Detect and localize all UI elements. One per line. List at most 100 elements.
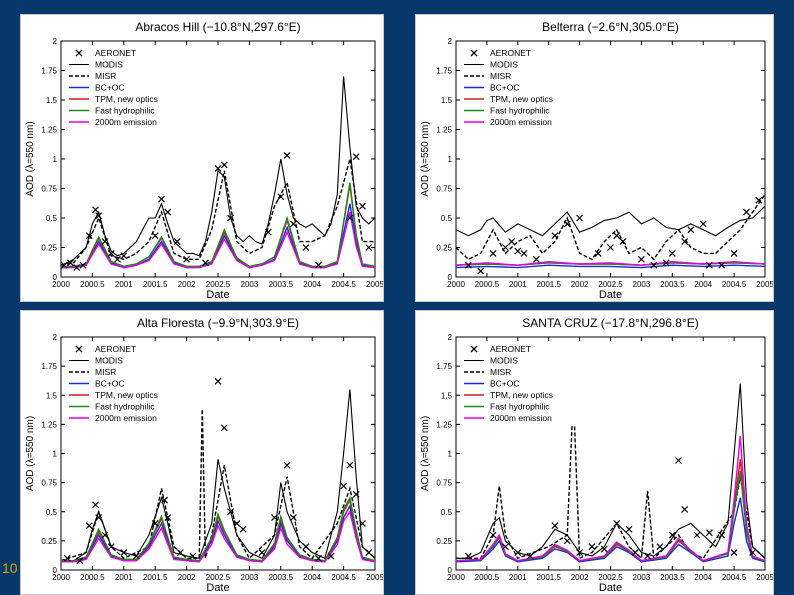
aeronet-point bbox=[76, 557, 84, 565]
x-tick-label: 2000 bbox=[447, 573, 465, 582]
aeronet-point bbox=[85, 232, 93, 240]
legend-label: 2000m emission bbox=[490, 413, 552, 423]
series-line-fast-hydrophilic bbox=[61, 182, 376, 268]
x-tick-label: 2004 bbox=[694, 280, 712, 289]
aeronet-point bbox=[464, 552, 472, 560]
aeronet-point bbox=[650, 261, 658, 269]
series-line-2000m-emission bbox=[455, 260, 766, 266]
legend-label: AERONET bbox=[95, 344, 136, 354]
aeronet-point bbox=[681, 505, 689, 513]
aeronet-point bbox=[693, 531, 701, 539]
aeronet-point bbox=[92, 206, 99, 214]
y-tick-label: 2 bbox=[53, 333, 58, 342]
aeronet-point bbox=[315, 261, 322, 269]
aeronet-point bbox=[161, 496, 169, 504]
aeronet-point bbox=[220, 161, 228, 169]
x-tick-label: 2000.5 bbox=[80, 280, 105, 289]
x-tick-label: 2003 bbox=[241, 280, 259, 289]
y-tick-label: 1.25 bbox=[436, 420, 452, 429]
aeronet-point bbox=[107, 249, 115, 257]
aeronet-point bbox=[365, 549, 373, 556]
series-line-misr bbox=[60, 409, 376, 562]
y-tick-label: 0.5 bbox=[46, 508, 58, 517]
series-line-bc-oc bbox=[455, 264, 766, 269]
legend-label: Fast hydrophilic bbox=[95, 402, 155, 412]
legend-label: 2000m emission bbox=[95, 117, 157, 127]
aeronet-point bbox=[718, 261, 726, 269]
legend-label: AERONET bbox=[490, 344, 531, 354]
legend-swatch-aeronet bbox=[75, 345, 83, 353]
aeronet-point bbox=[120, 549, 128, 556]
aeronet-point bbox=[359, 202, 366, 210]
legend-label: BC+OC bbox=[95, 83, 125, 93]
x-tick-label: 2004 bbox=[303, 573, 321, 582]
aeronet-point bbox=[220, 424, 228, 432]
aeronet-point bbox=[743, 208, 750, 216]
y-tick-label: 2 bbox=[448, 333, 453, 342]
aeronet-point bbox=[92, 501, 99, 509]
aeronet-point bbox=[730, 249, 738, 257]
aeronet-point bbox=[164, 514, 172, 521]
aeronet-point bbox=[508, 238, 516, 246]
chart-title: Abracos Hill (−10.8°N,297.6°E) bbox=[135, 20, 300, 34]
aeronet-point bbox=[588, 543, 596, 551]
y-tick-label: 0.5 bbox=[46, 214, 58, 223]
chart-svg-abracos-hill: Abracos Hill (−10.8°N,297.6°E) 0 0.25 0.5 0.… bbox=[25, 20, 383, 301]
aeronet-point bbox=[705, 529, 713, 537]
aeronet-point bbox=[158, 195, 165, 203]
legend-label: MISR bbox=[95, 367, 116, 377]
x-tick-label: 2000 bbox=[52, 573, 70, 582]
aeronet-point bbox=[289, 514, 297, 521]
legend-label: 2000m emission bbox=[95, 413, 157, 423]
y-tick-label: 1.5 bbox=[441, 96, 453, 105]
aeronet-point bbox=[302, 543, 310, 551]
chart-panel-santa-cruz: SANTA CRUZ (−17.8°N,296.8°E) 0 0.25 0.5 0.75… bbox=[415, 310, 774, 595]
aeronet-point bbox=[675, 457, 682, 464]
aeronet-point bbox=[63, 554, 71, 562]
y-tick-label: 1.5 bbox=[46, 391, 58, 400]
aeronet-point bbox=[600, 545, 608, 553]
x-tick-label: 2001 bbox=[509, 280, 527, 289]
series-line-misr bbox=[455, 193, 766, 261]
aeronet-point bbox=[520, 249, 528, 257]
aeronet-point bbox=[173, 238, 181, 246]
aeronet-point bbox=[60, 261, 68, 269]
x-tick-label: 2001.5 bbox=[143, 573, 168, 582]
series-line-misr bbox=[60, 158, 375, 266]
x-tick-label: 2003 bbox=[633, 573, 651, 582]
chart-panel-alta-floresta: Alta Floresta (−9.9°N,303.9°E) 0 0.25 0.5 0.… bbox=[20, 310, 384, 595]
aeronet-point bbox=[365, 244, 373, 251]
aeronet-point bbox=[283, 461, 291, 469]
aeronet-point bbox=[239, 525, 247, 533]
y-axis-label: AOD (λ=550 nm) bbox=[25, 121, 36, 196]
chart-panel-belterra: Belterra (−2.6°N,305.0°E) 0 0.25 0.5 0.75 1 1.… bbox=[415, 14, 774, 302]
aeronet-point bbox=[668, 249, 676, 257]
y-tick-label: 1 bbox=[448, 450, 453, 459]
y-tick-label: 0 bbox=[448, 566, 453, 575]
y-tick-label: 2 bbox=[448, 37, 453, 46]
chart-svg-alta-floresta: Alta Floresta (−9.9°N,303.9°E) 0 0.25 0.5 0.… bbox=[25, 316, 383, 594]
x-tick-label: 2002 bbox=[571, 280, 589, 289]
legend-label: TPM, new optics bbox=[490, 390, 553, 400]
legend-swatch-aeronet bbox=[470, 345, 478, 353]
aeronet-point bbox=[315, 554, 322, 562]
x-axis-label: Date bbox=[206, 582, 229, 594]
x-tick-label: 2002 bbox=[178, 573, 196, 582]
legend-label: BC+OC bbox=[95, 379, 125, 389]
aeronet-point bbox=[289, 220, 297, 228]
x-tick-label: 2005 bbox=[366, 280, 383, 289]
y-tick-label: 0 bbox=[53, 273, 58, 282]
aeronet-point bbox=[176, 549, 184, 556]
aeronet-point bbox=[619, 238, 627, 246]
chart-title: SANTA CRUZ (−17.8°N,296.8°E) bbox=[522, 316, 698, 330]
series-line-bc-oc bbox=[61, 503, 376, 563]
aeronet-point bbox=[359, 519, 366, 527]
page-number: 10 bbox=[2, 560, 18, 576]
chart-svg-belterra: Belterra (−2.6°N,305.0°E) 0 0.25 0.5 0.75 1 1.… bbox=[420, 20, 773, 301]
y-tick-label: 1 bbox=[53, 450, 58, 459]
legend-label: MISR bbox=[490, 71, 511, 81]
aeronet-point bbox=[151, 519, 159, 527]
y-tick-label: 1.5 bbox=[46, 96, 58, 105]
aeronet-point bbox=[233, 519, 241, 527]
x-tick-label: 2005 bbox=[756, 573, 773, 582]
